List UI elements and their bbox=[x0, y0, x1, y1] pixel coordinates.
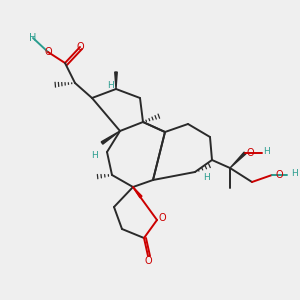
Text: H: H bbox=[108, 82, 114, 91]
Polygon shape bbox=[115, 72, 117, 89]
Text: H: H bbox=[92, 151, 98, 160]
Polygon shape bbox=[133, 187, 142, 198]
Text: H: H bbox=[291, 169, 297, 178]
Text: H: H bbox=[204, 172, 210, 182]
Text: O: O bbox=[275, 170, 283, 180]
Text: O: O bbox=[144, 256, 152, 266]
Text: O: O bbox=[246, 148, 254, 158]
Text: O: O bbox=[44, 47, 52, 57]
Text: H: H bbox=[29, 33, 37, 43]
Text: O: O bbox=[158, 213, 166, 223]
Text: H: H bbox=[264, 148, 270, 157]
Text: O: O bbox=[76, 42, 84, 52]
Polygon shape bbox=[101, 131, 120, 144]
Polygon shape bbox=[230, 152, 246, 168]
